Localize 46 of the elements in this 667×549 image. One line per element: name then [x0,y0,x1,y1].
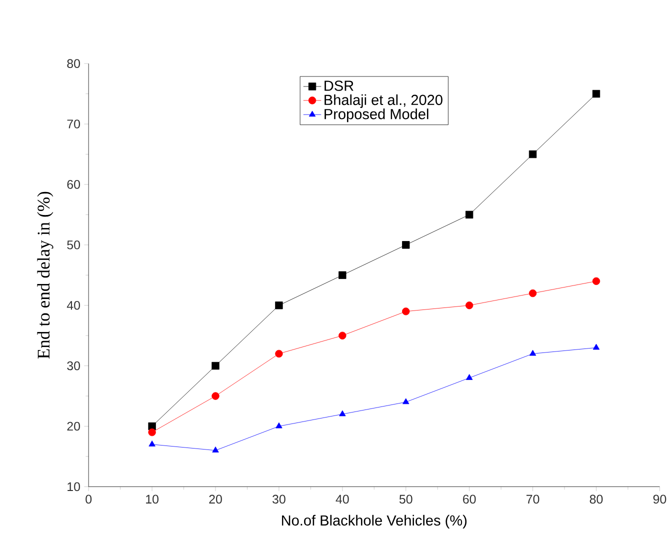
point [148,440,156,446]
legend-label: Proposed Model [324,108,428,122]
point [212,446,219,452]
y-tick-label: 70 [67,120,80,128]
point [275,350,283,358]
y-tick-label: 50 [67,240,80,250]
point [402,240,410,249]
point [212,392,220,400]
point [339,410,346,416]
point [465,301,474,310]
point [466,374,473,380]
x-tick-label: 60 [463,494,476,504]
y-tick-label: 10 [68,482,80,491]
legend-label: Bhalaji et al., 2020 [324,94,442,108]
point [465,210,474,218]
point [529,350,536,356]
point [402,398,410,404]
y-tick-label: 80 [67,59,80,68]
y-tick-label: 20 [67,422,80,431]
point [148,428,156,436]
x-axis-title: No.of Blackhole Vehicles (%) [282,514,467,528]
point [212,362,220,370]
x-tick-label: 70 [526,494,540,504]
point [338,271,346,279]
point [276,422,282,428]
point [338,332,346,340]
point [528,289,537,297]
x-tick-label: 40 [336,494,349,504]
x-tick-label: 30 [272,494,286,504]
point [592,344,600,350]
x-tick-label: 20 [209,494,222,504]
x-tick-label: 90 [653,494,666,504]
legend-label: DSR [324,80,354,91]
point [402,307,410,316]
x-tick-label: 80 [590,494,603,504]
y-tick-label: 30 [67,361,80,370]
point [592,277,600,285]
x-tick-label: 50 [399,494,412,504]
point [528,150,537,158]
y-axis-title: End to end delay in (%) [37,192,54,359]
y-tick-label: 60 [67,180,80,189]
point [592,90,600,98]
x-tick-label: 10 [146,494,158,504]
x-tick-label: 0 [86,494,92,504]
y-tick-label: 40 [66,300,80,310]
point [275,301,283,310]
